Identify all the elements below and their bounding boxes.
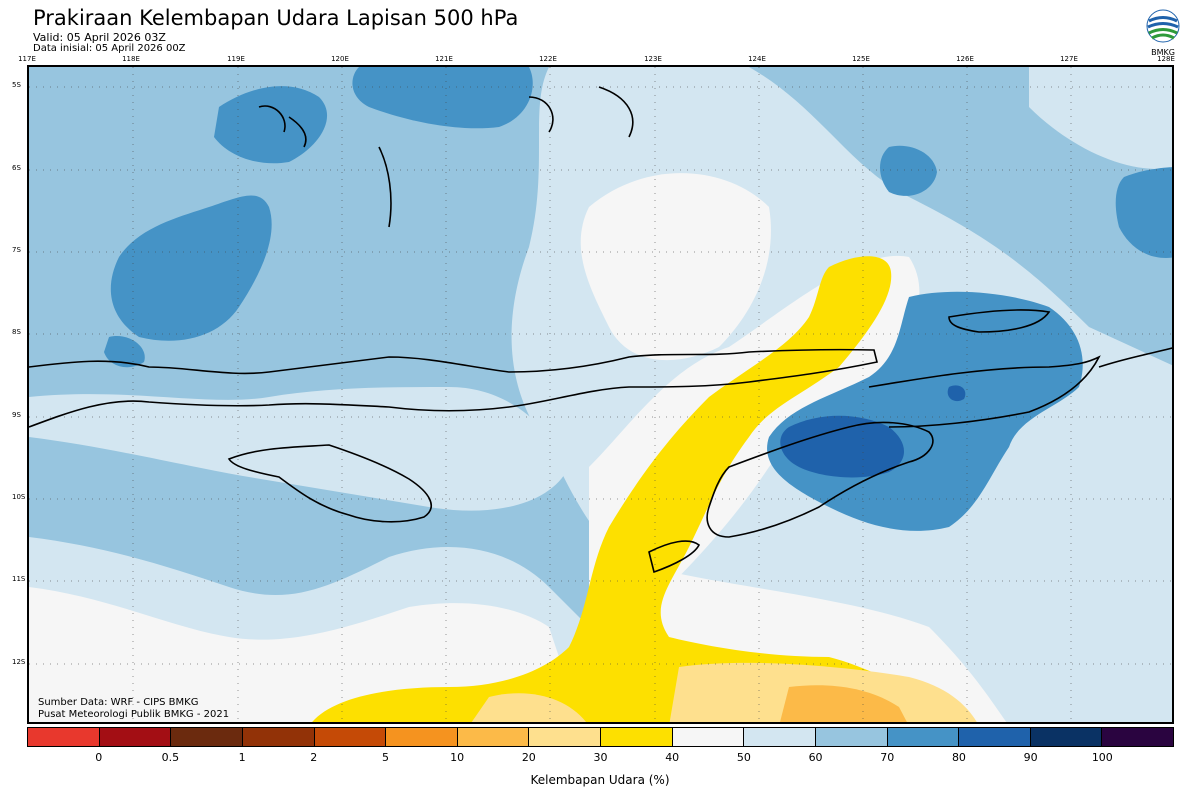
legend-tick-label: 0.5 [161,751,180,764]
legend-tick-label: 40 [665,751,680,764]
legend-swatch [99,728,172,746]
legend-swatch [601,728,673,746]
legend-swatch [959,728,1031,746]
legend-tick-label: 60 [808,751,823,764]
legend-swatch [171,728,243,746]
legend-tick-label: 80 [951,751,966,764]
legend-tick-label: 5 [381,751,389,764]
lat-label: 12S [12,658,26,666]
legend-title: Kelembapan Udara (%) [530,773,670,787]
lat-label: 11S [12,575,26,583]
legend-swatch [386,728,458,746]
legend-tick-label: 1 [238,751,246,764]
legend-colorbar [27,727,1174,747]
lat-label: 7S [12,246,21,254]
lon-label: 119E [227,55,245,63]
lon-label: 126E [956,55,974,63]
legend-tick-label: 50 [736,751,751,764]
lon-label: 124E [748,55,766,63]
legend-tick-label: 20 [521,751,536,764]
page-title: Prakiraan Kelembapan Udara Lapisan 500 h… [33,6,519,30]
legend-tick-label: 70 [880,751,895,764]
lon-label: 118E [122,55,140,63]
legend-swatch [28,728,100,746]
legend-swatch [815,728,888,746]
lon-label: 128E [1157,55,1175,63]
publisher: Pusat Meteorologi Publik BMKG - 2021 [38,709,230,720]
legend-swatch [1030,728,1103,746]
legend-swatch [1102,728,1173,746]
lat-label: 6S [12,164,21,172]
legend-swatch [744,728,816,746]
legend-swatch [672,728,745,746]
legend-swatch [242,728,315,746]
lon-label: 122E [539,55,557,63]
lat-label: 9S [12,411,21,419]
legend-swatch [457,728,530,746]
lat-label: 5S [12,81,21,89]
lon-label: 125E [852,55,870,63]
lat-label: 8S [12,328,21,336]
lon-label: 120E [331,55,349,63]
lon-label: 117E [18,55,36,63]
lon-label: 121E [435,55,453,63]
lon-label: 127E [1060,55,1078,63]
legend-swatch [529,728,601,746]
lon-label: 123E [644,55,662,63]
legend-tick-label: 30 [593,751,608,764]
valid-time: Valid: 05 April 2026 03Z [33,31,166,44]
logo-text: BMKG [1151,48,1175,57]
legend-tick-label: 2 [310,751,318,764]
legend-tick-label: 90 [1023,751,1038,764]
legend-swatch [314,728,387,746]
lat-label: 10S [12,493,26,501]
legend-tick-label: 10 [450,751,465,764]
legend-tick-label: 0 [95,751,103,764]
bmkg-logo: BMKG [1144,8,1182,58]
initial-time: Data inisial: 05 April 2026 00Z [33,43,186,54]
data-source: Sumber Data: WRF - CIPS BMKG [38,697,199,708]
legend-swatch [887,728,960,746]
legend-tick-label: 100 [1091,751,1113,764]
humidity-map [27,65,1174,724]
